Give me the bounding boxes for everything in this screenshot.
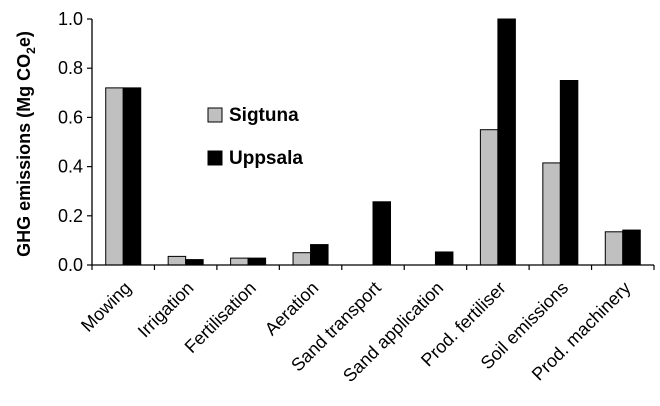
bar-sigtuna-irrigation bbox=[167, 255, 187, 266]
y-axis-title: GHG emissions (Mg CO2e) bbox=[14, 31, 38, 257]
bar-uppsala-sand-transport bbox=[372, 201, 391, 266]
bar-uppsala-prod-machinery bbox=[622, 229, 641, 266]
bar-sigtuna-prod-machinery bbox=[604, 231, 624, 266]
bar-sigtuna-mowing bbox=[105, 87, 124, 266]
legend-swatch-sigtuna bbox=[207, 107, 223, 123]
y-tick-label: 0.4 bbox=[58, 157, 83, 177]
bar-uppsala-fertilisation bbox=[247, 257, 267, 266]
legend: Sigtuna Uppsala bbox=[207, 105, 303, 169]
bar-sigtuna-prod-fertiliser bbox=[479, 129, 499, 266]
y-axis-title-group: GHG emissions (Mg CO2e) bbox=[14, 31, 38, 257]
bar-uppsala-irrigation bbox=[185, 259, 204, 266]
bar-uppsala-prod-fertiliser bbox=[497, 18, 516, 266]
legend-label-sigtuna: Sigtuna bbox=[229, 105, 299, 126]
y-tick-label: 0.8 bbox=[58, 58, 83, 78]
bars-layer bbox=[105, 18, 641, 266]
legend-label-uppsala: Uppsala bbox=[229, 148, 303, 169]
y-tick-label: 0.6 bbox=[58, 107, 83, 127]
bar-uppsala-aeration bbox=[310, 244, 329, 266]
y-ticks-layer: 0.0 0.2 0.4 0.6 0.8 1.0 bbox=[58, 9, 655, 275]
x-category-label-mowing: Mowing bbox=[77, 278, 135, 336]
y-tick-label: 0.2 bbox=[58, 206, 83, 226]
bar-sigtuna-aeration bbox=[292, 252, 312, 266]
bar-sigtuna-soil-emissions bbox=[542, 162, 561, 266]
bar-uppsala-sand-application bbox=[434, 251, 454, 266]
bar-sigtuna-fertilisation bbox=[230, 257, 249, 266]
axes-layer bbox=[91, 19, 654, 266]
bar-uppsala-mowing bbox=[122, 87, 142, 266]
legend-swatch-uppsala bbox=[207, 150, 223, 166]
x-category-label-irrigation: Irrigation bbox=[134, 278, 198, 342]
y-tick-label: 0.0 bbox=[58, 255, 83, 275]
y-tick-label: 1.0 bbox=[58, 9, 83, 29]
bar-uppsala-soil-emissions bbox=[559, 80, 579, 266]
x-category-label-aeration: Aeration bbox=[261, 278, 323, 340]
